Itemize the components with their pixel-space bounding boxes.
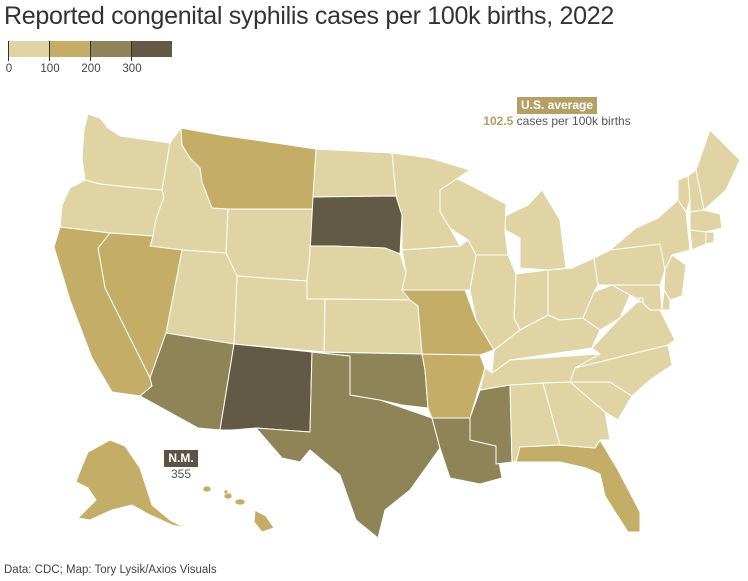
state-ri	[705, 231, 715, 245]
state-ks	[323, 298, 423, 355]
hawaii-island-3	[223, 489, 229, 495]
us-average-value-line: 102.5 cases per 100k births	[472, 114, 642, 129]
state-fl	[515, 439, 641, 533]
hawaii-island-0	[202, 485, 212, 493]
legend-bin-2	[90, 41, 131, 57]
legend-bin-0	[8, 41, 49, 57]
us-average-value: 102.5	[483, 114, 514, 128]
state-ne	[306, 245, 411, 301]
state-or	[59, 179, 165, 237]
state-mn	[391, 152, 471, 251]
legend-label-200: 200	[81, 63, 101, 75]
state-mo	[401, 289, 495, 356]
legend-tick-200	[90, 41, 91, 61]
state-hi	[253, 509, 275, 533]
state-nc	[569, 344, 673, 397]
state-ct	[689, 229, 707, 251]
color-legend: 0 100 200 300	[5, 41, 178, 81]
state-tn	[479, 353, 601, 391]
state-ny	[609, 199, 691, 271]
legend-tick-0	[8, 41, 9, 61]
new-mexico-callout: N.M. 355	[158, 449, 204, 482]
state-mt	[180, 127, 317, 210]
state-va	[574, 299, 676, 369]
state-dc	[638, 297, 644, 303]
state-ar	[421, 353, 486, 419]
new-mexico-value: 355	[170, 467, 192, 481]
hawaii-island-2	[234, 498, 246, 506]
legend-bin-1	[49, 41, 90, 57]
state-vt	[677, 175, 691, 213]
state-me	[695, 129, 741, 211]
state-md	[611, 284, 663, 311]
legend-label-0: 0	[5, 63, 13, 75]
state-pa	[593, 243, 666, 286]
legend-tick-100	[49, 41, 50, 61]
us-average-label: U.S. average	[516, 97, 598, 114]
state-sd	[309, 195, 403, 255]
state-ia	[401, 239, 477, 291]
map-title: Reported congenital syphilis cases per 1…	[4, 2, 614, 30]
state-oh	[547, 257, 599, 321]
legend-label-100: 100	[40, 63, 60, 75]
us-average-callout: U.S. average 102.5 cases per 100k births	[472, 96, 642, 129]
legend-tick-300	[131, 41, 132, 61]
state-ak	[75, 439, 186, 529]
new-mexico-label: N.M.	[164, 450, 198, 467]
state-wa	[81, 113, 171, 191]
source-credit: Data: CDC; Map: Tory Lysik/Axios Visuals	[4, 564, 217, 576]
state-il	[469, 254, 521, 351]
state-nm	[219, 343, 313, 433]
state-wy	[225, 208, 314, 282]
state-de	[661, 289, 671, 311]
legend-label-300: 300	[122, 63, 142, 75]
us-average-unit: cases per 100k births	[516, 114, 631, 128]
state-ma	[689, 209, 723, 233]
legend-bin-3	[131, 41, 172, 57]
state-nd	[312, 148, 397, 198]
